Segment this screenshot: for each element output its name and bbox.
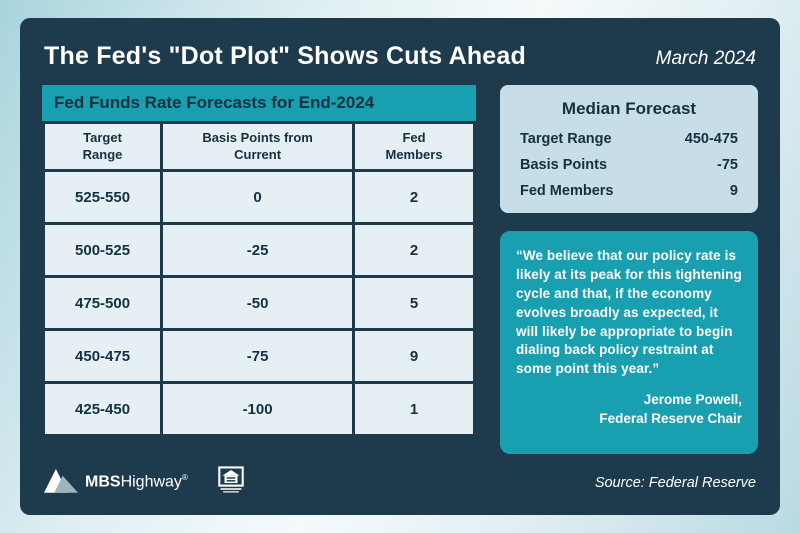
quote-card: “We believe that our policy rate is like… xyxy=(500,231,758,454)
table-cell: 425-450 xyxy=(41,381,164,437)
quote-attribution-role: Federal Reserve Chair xyxy=(599,411,742,427)
table-title: Fed Funds Rate Forecasts for End-2024 xyxy=(42,85,476,121)
median-label: Basis Points xyxy=(520,157,608,173)
forecast-table: Target Range Basis Points from Current F… xyxy=(41,121,476,437)
quote-attribution: Jerome Powell, Federal Reserve Chair xyxy=(516,391,742,429)
quote-attribution-name: Jerome Powell, xyxy=(643,392,742,408)
median-label: Target Range xyxy=(520,131,612,147)
equal-housing-logo xyxy=(218,466,244,499)
forecast-table-section: Fed Funds Rate Forecasts for End-2024 Ta… xyxy=(41,85,476,454)
table-cell: 2 xyxy=(352,169,476,225)
date-label: March 2024 xyxy=(655,48,756,69)
column-header-basis-points: Basis Points from Current xyxy=(160,121,356,172)
table-row: 475-500 -50 5 xyxy=(41,275,476,331)
table-row: 450-475 -75 9 xyxy=(41,328,476,384)
table-cell: 9 xyxy=(352,328,476,384)
quote-text: “We believe that our policy rate is like… xyxy=(516,248,742,377)
column-header-fed-members: Fed Members xyxy=(352,121,476,172)
summary-section: Median Forecast Target Range 450-475 Bas… xyxy=(500,85,758,454)
table-row: 525-550 0 2 xyxy=(41,169,476,225)
median-value: -75 xyxy=(717,157,738,173)
median-row-basis-points: Basis Points -75 xyxy=(520,157,738,173)
table-cell: 1 xyxy=(352,381,476,437)
page-title: The Fed's "Dot Plot" Shows Cuts Ahead xyxy=(44,42,526,70)
table-cell: 450-475 xyxy=(41,328,164,384)
table-header-row: Target Range Basis Points from Current F… xyxy=(41,121,476,172)
median-forecast-title: Median Forecast xyxy=(561,99,697,118)
median-forecast-card: Median Forecast Target Range 450-475 Bas… xyxy=(500,85,758,213)
table-cell: 500-525 xyxy=(41,222,164,278)
median-value: 9 xyxy=(729,183,738,199)
header: The Fed's "Dot Plot" Shows Cuts Ahead Ma… xyxy=(42,36,758,85)
median-value: 450-475 xyxy=(684,131,738,147)
table-row: 500-525 -25 2 xyxy=(41,222,476,278)
table-cell: -25 xyxy=(160,222,356,278)
median-row-target-range: Target Range 450-475 xyxy=(520,131,738,147)
column-header-target-range: Target Range xyxy=(41,121,164,172)
median-row-fed-members: Fed Members 9 xyxy=(520,183,738,199)
mbs-highway-wordmark: MBSHighway® xyxy=(85,473,188,491)
mbs-highway-logo: MBSHighway® xyxy=(44,467,188,498)
footer-logos: MBSHighway® xyxy=(44,466,244,499)
table-cell: 475-500 xyxy=(41,275,164,331)
table-cell: 2 xyxy=(352,222,476,278)
footer: MBSHighway® Source: Federal Reserve xyxy=(42,454,758,503)
table-cell: -100 xyxy=(160,381,356,437)
table-cell: 525-550 xyxy=(41,169,164,225)
source-label: Source: Federal Reserve xyxy=(594,474,756,491)
table-cell: 0 xyxy=(160,169,356,225)
main-card: The Fed's "Dot Plot" Shows Cuts Ahead Ma… xyxy=(20,18,780,515)
median-label: Fed Members xyxy=(520,183,614,199)
content-area: Fed Funds Rate Forecasts for End-2024 Ta… xyxy=(41,85,758,454)
table-cell: 5 xyxy=(352,275,476,331)
table-cell: -50 xyxy=(160,275,356,331)
mountain-icon xyxy=(44,467,78,498)
table-row: 425-450 -100 1 xyxy=(41,381,476,437)
table-cell: -75 xyxy=(160,328,356,384)
